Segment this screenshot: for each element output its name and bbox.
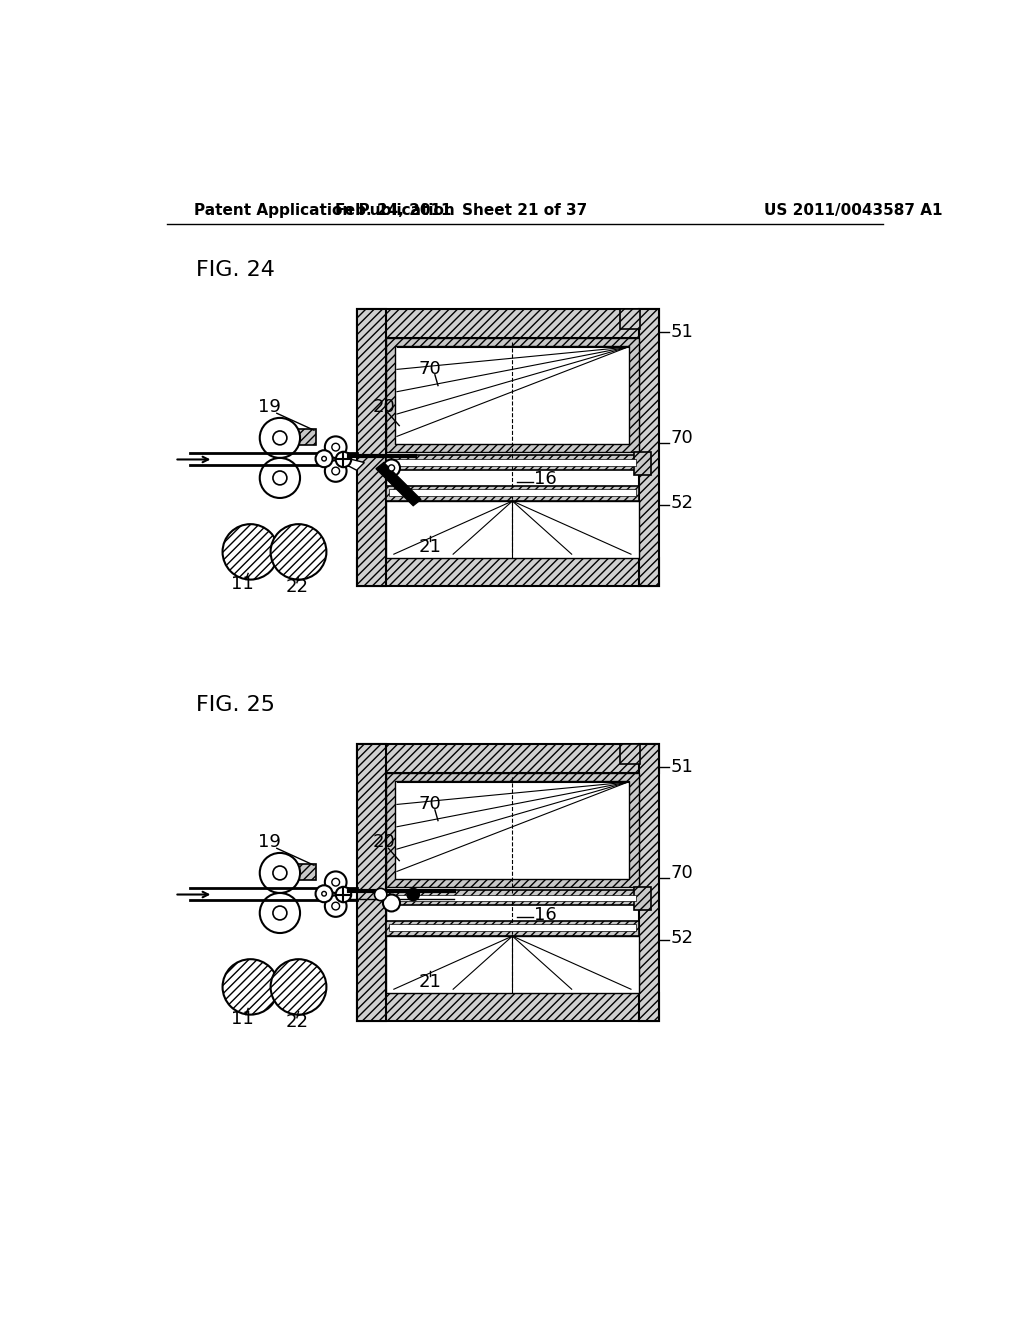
Text: 19: 19 (258, 833, 282, 851)
Circle shape (260, 458, 300, 498)
Bar (356, 743, 658, 774)
Text: Patent Application Publication: Patent Application Publication (194, 203, 455, 218)
Polygon shape (345, 459, 365, 470)
Text: 19: 19 (258, 399, 282, 416)
Text: 70: 70 (671, 429, 693, 447)
Bar (356, 558, 658, 586)
Text: 52: 52 (671, 494, 693, 512)
Bar (386, 774, 639, 993)
Circle shape (222, 524, 279, 579)
Circle shape (270, 524, 327, 579)
Circle shape (332, 903, 340, 909)
Text: 70: 70 (419, 359, 441, 378)
Bar (389, 459, 636, 466)
Circle shape (325, 437, 346, 458)
Text: 16: 16 (535, 906, 557, 924)
Bar (356, 993, 658, 1020)
Bar (386, 936, 639, 993)
Text: 20: 20 (373, 833, 395, 851)
Bar (389, 924, 636, 932)
Text: 22: 22 (286, 1014, 308, 1031)
Text: 70: 70 (419, 795, 441, 813)
Bar (386, 486, 639, 502)
Bar (386, 502, 639, 558)
Bar (639, 743, 658, 1020)
Bar (356, 309, 658, 338)
Circle shape (336, 451, 351, 467)
Circle shape (273, 866, 287, 880)
Bar (395, 780, 630, 879)
Text: 21: 21 (419, 973, 441, 991)
Bar (356, 309, 386, 586)
Text: 11: 11 (231, 1010, 254, 1028)
Bar (621, 309, 640, 329)
Circle shape (325, 461, 346, 482)
Bar (386, 455, 639, 470)
Text: 70: 70 (671, 865, 693, 882)
Text: 51: 51 (671, 758, 693, 776)
Circle shape (383, 895, 400, 911)
Text: 11: 11 (231, 576, 254, 593)
Bar (386, 338, 639, 451)
Circle shape (260, 418, 300, 458)
Circle shape (332, 444, 340, 451)
Bar (639, 309, 658, 586)
Polygon shape (326, 886, 349, 892)
Bar (386, 338, 639, 558)
Bar (386, 890, 639, 906)
Text: 21: 21 (419, 539, 441, 556)
Bar (356, 743, 386, 1020)
Text: 51: 51 (671, 322, 693, 341)
Polygon shape (326, 451, 349, 458)
Circle shape (407, 888, 420, 900)
Bar (291, 865, 315, 880)
Bar (291, 429, 315, 445)
Text: Feb. 24, 2011  Sheet 21 of 37: Feb. 24, 2011 Sheet 21 of 37 (335, 203, 588, 218)
Bar (389, 488, 636, 496)
Text: FIG. 25: FIG. 25 (197, 696, 275, 715)
Bar (386, 774, 639, 887)
Bar (395, 346, 630, 444)
Text: FIG. 24: FIG. 24 (197, 260, 275, 280)
Text: US 2011/0043587 A1: US 2011/0043587 A1 (764, 203, 942, 218)
Circle shape (273, 906, 287, 920)
Circle shape (322, 891, 327, 896)
Circle shape (388, 465, 394, 471)
Circle shape (336, 887, 351, 903)
Circle shape (322, 457, 327, 461)
Polygon shape (376, 462, 421, 506)
Circle shape (273, 432, 287, 445)
Circle shape (383, 459, 400, 477)
Text: 16: 16 (535, 470, 557, 488)
Bar (621, 743, 640, 763)
Circle shape (325, 895, 346, 917)
Polygon shape (326, 462, 349, 469)
Bar (634, 451, 651, 475)
Circle shape (260, 853, 300, 892)
Polygon shape (326, 898, 349, 904)
Bar (386, 921, 639, 936)
Bar (634, 887, 651, 909)
Circle shape (332, 878, 340, 886)
Text: 20: 20 (373, 399, 395, 416)
Circle shape (315, 886, 333, 903)
Circle shape (315, 450, 333, 467)
Circle shape (273, 471, 287, 484)
Circle shape (222, 960, 279, 1015)
Circle shape (325, 871, 346, 892)
Circle shape (375, 888, 387, 900)
Text: 22: 22 (286, 578, 308, 597)
Circle shape (260, 892, 300, 933)
Bar (389, 895, 636, 900)
Circle shape (270, 960, 327, 1015)
Circle shape (332, 467, 340, 475)
Text: 52: 52 (671, 929, 693, 946)
